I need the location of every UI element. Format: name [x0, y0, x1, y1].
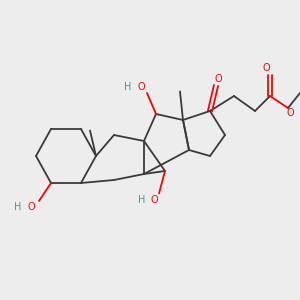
Text: O: O [138, 82, 146, 92]
Text: O: O [151, 195, 158, 206]
Text: O: O [286, 107, 294, 118]
Text: O: O [214, 74, 222, 84]
Text: O: O [28, 202, 35, 212]
Text: H: H [14, 202, 22, 212]
Text: H: H [138, 195, 146, 206]
Text: H: H [124, 82, 131, 92]
Text: O: O [262, 63, 270, 74]
